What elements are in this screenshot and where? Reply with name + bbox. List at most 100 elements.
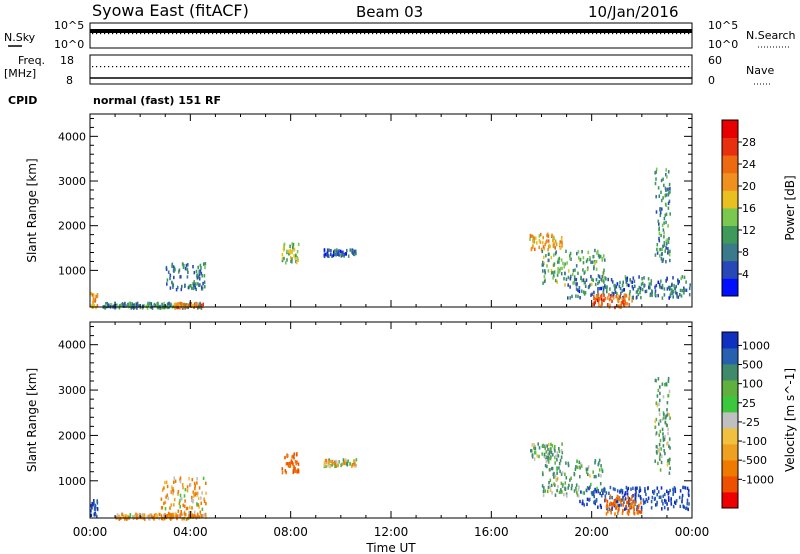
data-cell [553, 253, 555, 257]
data-cell [355, 251, 357, 256]
data-cell [575, 294, 577, 298]
colorbar-tick-label: 20 [742, 180, 756, 193]
nsearch-dot [168, 33, 170, 35]
data-cell [137, 304, 140, 308]
data-cell [545, 254, 547, 258]
data-cell [654, 253, 657, 257]
data-cell [569, 256, 571, 261]
data-cell [200, 514, 202, 518]
data-cell [289, 256, 292, 260]
data-cell [610, 278, 613, 282]
data-cell [198, 273, 201, 277]
data-cell [602, 488, 604, 492]
nsearch-dot [200, 33, 202, 35]
data-cell [669, 466, 671, 470]
data-cell [611, 495, 613, 500]
data-cell [597, 473, 600, 477]
data-cell [659, 285, 661, 289]
data-cell [182, 265, 185, 269]
data-cell [574, 268, 576, 272]
data-cell [611, 507, 613, 511]
data-cell [668, 253, 671, 257]
nsky-trace [90, 29, 692, 33]
colorbar-segment [722, 476, 738, 493]
data-cell [125, 304, 127, 308]
data-cell [196, 477, 198, 481]
data-cell [608, 293, 610, 297]
data-cell [672, 492, 674, 496]
data-cell [580, 275, 582, 280]
data-cell [663, 437, 666, 442]
data-cell [656, 394, 659, 398]
nave-dot [452, 66, 454, 68]
data-cell [672, 504, 675, 509]
data-cell [184, 487, 187, 492]
data-cell [670, 502, 673, 506]
nsearch-dot [600, 33, 602, 35]
data-cell [560, 490, 562, 494]
data-cell [663, 505, 666, 510]
data-cell [561, 471, 564, 475]
nave-dot [212, 66, 214, 68]
nsearch-dot [244, 33, 246, 35]
data-cell [600, 505, 602, 510]
nave-dot [296, 66, 298, 68]
data-cell [591, 491, 594, 495]
data-cell [556, 260, 559, 264]
data-cell [647, 486, 649, 490]
data-cell [669, 286, 672, 290]
nave-dot [572, 66, 574, 68]
data-cell [334, 464, 336, 469]
data-cell [592, 492, 595, 497]
data-cell [595, 278, 598, 282]
data-cell [325, 464, 327, 469]
nsearch-dot [448, 33, 450, 35]
data-cell [354, 249, 357, 253]
data-cell [619, 500, 622, 504]
data-cell [557, 258, 560, 262]
colorbar-segment [722, 278, 738, 297]
data-cell [658, 247, 661, 252]
data-cell [560, 449, 563, 453]
data-cell [582, 256, 585, 260]
data-cell [661, 283, 664, 288]
nave-dot [600, 66, 602, 68]
nsearch-dot [384, 33, 386, 35]
data-cell [196, 512, 199, 516]
data-cell [546, 444, 549, 448]
data-cell [175, 288, 178, 292]
data-cell [142, 513, 144, 517]
data-cell [548, 481, 550, 485]
data-cell [658, 222, 660, 226]
nave-dot [336, 66, 338, 68]
data-cell [658, 239, 661, 243]
data-cell [182, 503, 184, 507]
data-cell [333, 250, 335, 254]
nsearch-dot [464, 33, 466, 35]
colorbar-segment [722, 260, 738, 279]
data-cell [656, 247, 658, 252]
nsearch-dot [412, 33, 414, 35]
data-cell [583, 491, 586, 495]
panel-frame [89, 321, 693, 519]
data-cell [604, 498, 607, 502]
data-cell [582, 491, 585, 495]
data-cell [660, 486, 663, 490]
data-cell [198, 277, 201, 281]
data-cell [198, 270, 201, 274]
nave-dot [616, 66, 618, 68]
nave-dot [372, 66, 374, 68]
data-cell [648, 285, 650, 289]
data-cell [166, 484, 169, 489]
data-cell [593, 266, 595, 271]
data-cell [284, 455, 286, 460]
data-cell [657, 377, 660, 381]
data-cell [202, 514, 204, 518]
data-cell [665, 168, 667, 172]
data-cell [679, 288, 682, 293]
data-cell [184, 512, 187, 517]
data-cell [344, 459, 347, 463]
data-cell [544, 464, 547, 468]
data-cell [164, 507, 167, 511]
data-cell [662, 259, 664, 263]
